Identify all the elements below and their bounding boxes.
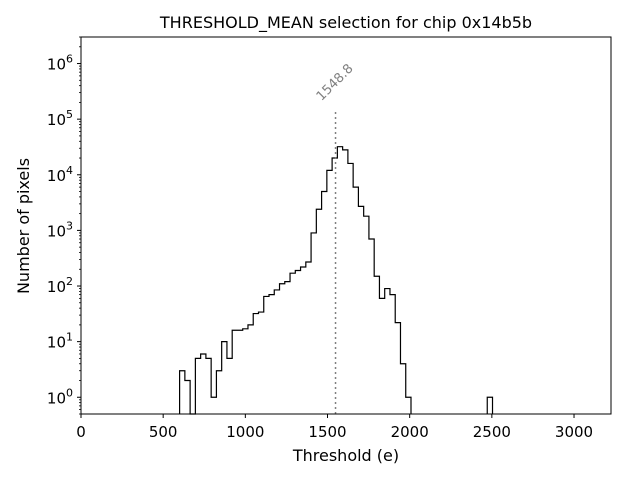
x-tick-label: 500 [149,423,178,441]
x-tick-label: 1000 [226,423,264,441]
y-axis-label: Number of pixels [14,158,33,294]
axes-frame [80,36,612,415]
y-tick-label: 106 [47,53,73,74]
x-tick-label: 0 [76,423,86,441]
y-tick-label: 101 [47,331,73,352]
x-tick-label: 2500 [473,423,511,441]
axes: 0 500 1000 1500 2000 2500 3000 100 101 102 103 104 1… [47,36,612,441]
x-tick-label: 2000 [391,423,429,441]
y-tick-label: 102 [47,275,73,296]
y-tick-label: 105 [47,108,73,129]
y-tick-label: 100 [47,386,73,407]
chart-title: THRESHOLD_MEAN selection for chip 0x14b5… [159,13,532,33]
x-axis-label: Threshold (e) [292,446,399,465]
y-tick-label: 103 [47,219,73,240]
histogram-outlier-bin [486,396,494,414]
x-tick-label: 1500 [308,423,346,441]
histogram-marks: 1548.8 [179,61,494,415]
mean-marker-label: 1548.8 [314,61,357,104]
y-tick-label: 104 [47,164,73,185]
histogram-step-line [179,146,412,415]
x-tick-label: 3000 [555,423,593,441]
